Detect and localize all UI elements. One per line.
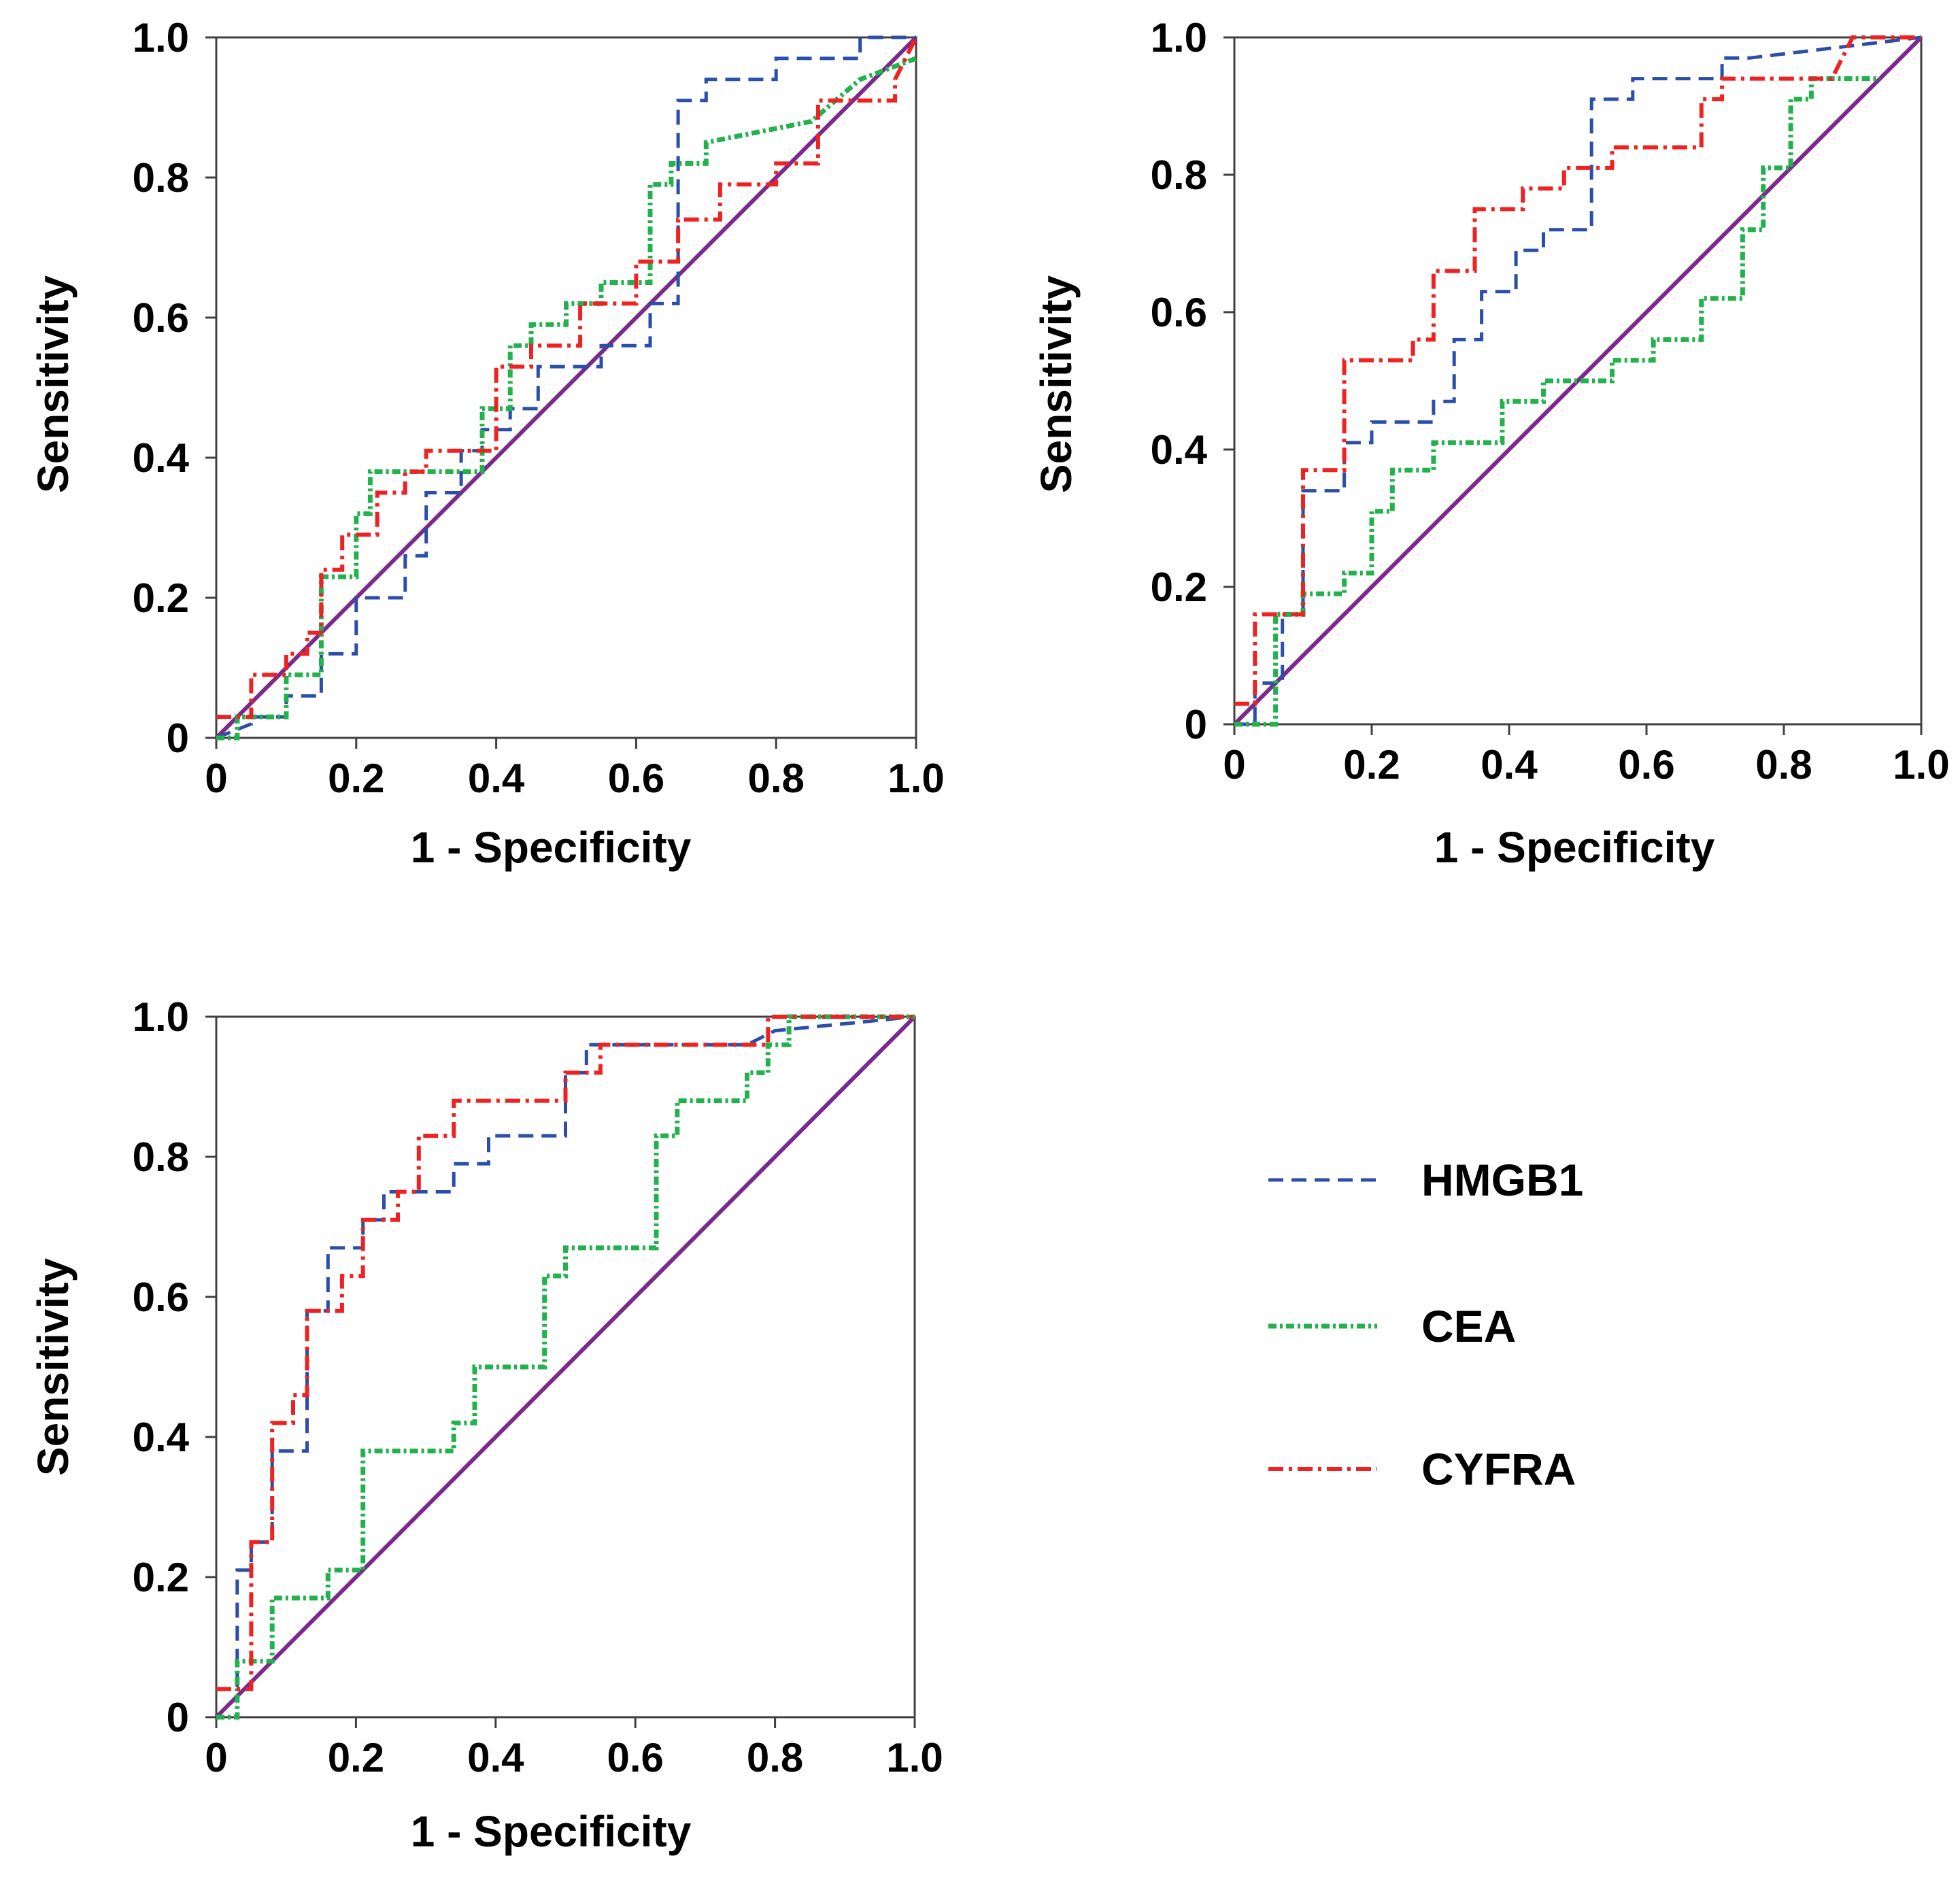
x-axis-title: 1 - Specificity: [1434, 823, 1715, 872]
x-tick-label: 0: [205, 756, 227, 801]
series-line-cea: [216, 1014, 915, 1720]
series-line-cyfra: [216, 36, 918, 720]
legend-label-hmgb1: HMGB1: [1421, 1155, 1583, 1205]
y-tick-label: 0: [167, 1695, 189, 1740]
y-axis-title: Sensitivity: [29, 275, 78, 494]
x-tick-label: 0.2: [1343, 742, 1400, 788]
x-tick-label: 1.0: [886, 1735, 943, 1780]
roc-panel-top-right: 0 0.2 0.4 0.6 0.8 1.0 0 0.2 0.4 0.6 0.8 1.0 1 - Spe…: [1032, 15, 1950, 872]
x-tick-label: 0.8: [747, 1735, 803, 1780]
plot-lines: [214, 35, 918, 741]
x-tick-label: 0.6: [1618, 742, 1674, 788]
series-line-hmgb1: [216, 1015, 915, 1691]
x-tick-label: 0.8: [747, 756, 804, 801]
x-tick-label: 0: [205, 1735, 227, 1780]
series-line-reference: [214, 1015, 917, 1719]
x-axis-title: 1 - Specificity: [411, 823, 692, 872]
plot-lines: [1232, 35, 1923, 727]
y-axis-title: Sensitivity: [1032, 275, 1081, 494]
y-tick-label: 0.8: [133, 1134, 189, 1180]
x-tick-label: 0.6: [607, 1735, 663, 1780]
x-tick-label: 0.4: [467, 1735, 524, 1780]
roc-panel-top-left: 0 0.2 0.4 0.6 0.8 1.0 0 0.2 0.4 0.6 0.8 1.0 1 - Spe…: [29, 15, 945, 872]
axes: 0 0.2 0.4 0.6 0.8 1.0 0 0.2 0.4 0.6 0.8 1.0: [133, 994, 943, 1780]
y-tick-label: 0.2: [133, 1555, 189, 1600]
legend-item-hmgb1: HMGB1: [1268, 1155, 1583, 1205]
y-tick-label: 1.0: [133, 15, 189, 61]
y-tick-label: 0.6: [1151, 290, 1207, 335]
legend-item-cyfra: CYFRA: [1268, 1444, 1576, 1494]
y-tick-label: 0.4: [133, 1415, 190, 1460]
y-tick-label: 0.6: [133, 295, 189, 341]
y-tick-label: 0.2: [1151, 564, 1207, 610]
x-tick-label: 0.2: [328, 1735, 384, 1780]
x-tick-label: 0.2: [328, 756, 384, 801]
y-tick-label: 0.4: [133, 435, 190, 481]
y-tick-label: 0.4: [1151, 427, 1208, 473]
series-line-cea: [1234, 76, 1880, 727]
x-tick-label: 0.4: [468, 756, 525, 801]
series-line-cea: [216, 56, 917, 741]
y-tick-label: 1.0: [1151, 15, 1207, 61]
series-line-cyfra: [216, 1015, 915, 1691]
y-axis-title: Sensitivity: [29, 1258, 78, 1476]
series-line-reference: [1232, 35, 1923, 726]
series-line-cyfra: [1234, 35, 1921, 706]
legend-item-cea: CEA: [1268, 1301, 1516, 1351]
y-tick-label: 0: [1185, 702, 1207, 747]
x-axis-title: 1 - Specificity: [411, 1807, 692, 1856]
y-tick-label: 0.6: [133, 1274, 189, 1320]
roc-panel-bottom-left: 0 0.2 0.4 0.6 0.8 1.0 0 0.2 0.4 0.6 0.8 1.0 1 - Spe…: [29, 994, 943, 1856]
plot-frame: [1233, 36, 1923, 726]
series-line-reference: [214, 35, 918, 740]
y-tick-label: 1.0: [133, 994, 189, 1040]
legend-label-cea: CEA: [1421, 1301, 1516, 1351]
plot-frame: [215, 36, 917, 739]
x-tick-label: 1.0: [1893, 742, 1949, 788]
x-tick-label: 1.0: [888, 756, 944, 801]
x-tick-label: 0.6: [608, 756, 664, 801]
y-tick-label: 0.8: [1151, 152, 1207, 198]
plot-lines: [214, 1014, 917, 1720]
y-tick-label: 0.2: [133, 575, 189, 621]
axes: 0 0.2 0.4 0.6 0.8 1.0 0 0.2 0.4 0.6 0.8 1.0: [1151, 15, 1950, 788]
x-tick-label: 0: [1223, 742, 1245, 788]
y-tick-label: 0.8: [133, 155, 189, 201]
plot-frame: [215, 1015, 916, 1719]
legend: HMGB1 CEA CYFRA: [1268, 1155, 1583, 1494]
x-tick-label: 0.8: [1755, 742, 1812, 788]
y-tick-label: 0: [167, 715, 189, 761]
x-tick-label: 0.4: [1481, 742, 1538, 788]
axes: 0 0.2 0.4 0.6 0.8 1.0 0 0.2 0.4 0.6 0.8 1.0: [133, 15, 945, 801]
legend-label-cyfra: CYFRA: [1421, 1444, 1576, 1494]
